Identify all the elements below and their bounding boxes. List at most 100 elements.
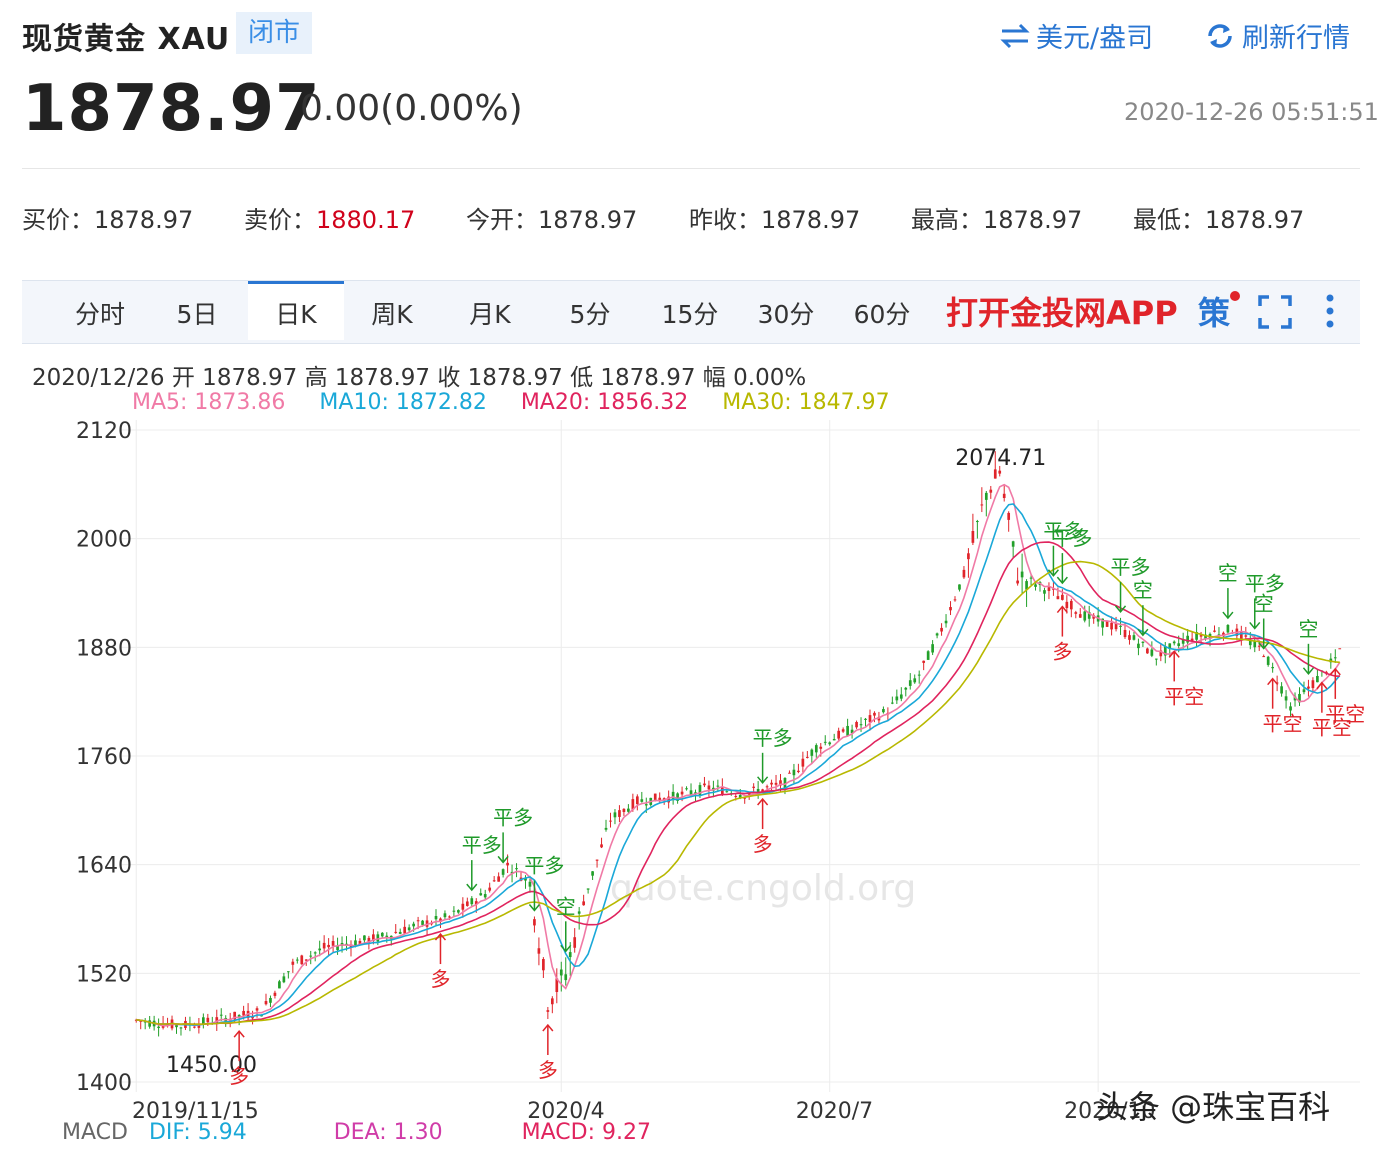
candle-body <box>367 937 371 944</box>
ma-legend-item: MA30: 1847.97 <box>722 390 890 415</box>
candle-body <box>913 678 917 683</box>
candle-body <box>524 877 527 881</box>
candle-body <box>1307 686 1310 689</box>
candle-body <box>157 1026 160 1029</box>
period-tab[interactable]: 日K <box>248 281 344 340</box>
signal-arrowhead <box>1056 576 1068 585</box>
candle-body <box>627 808 630 812</box>
signal-arrowhead <box>1137 628 1149 637</box>
quote-value: 1878.97 <box>1205 206 1305 234</box>
signal-arrowhead <box>1114 605 1127 614</box>
quote-label: 昨收： <box>689 206 761 234</box>
quote-value: 1878.97 <box>94 206 194 234</box>
candle-body <box>980 504 984 506</box>
candle-body <box>850 729 854 734</box>
candle-body <box>349 944 353 948</box>
low-price-label: 1450.00 <box>166 1053 257 1078</box>
candle-body <box>734 796 738 798</box>
candle-body <box>421 920 424 925</box>
candle-body <box>971 531 975 543</box>
candle-body <box>1302 689 1306 693</box>
more-options-icon[interactable] <box>1322 293 1338 329</box>
signal-arrowhead <box>542 1023 554 1032</box>
candle-body <box>1119 625 1122 627</box>
period-tab[interactable]: 周K <box>371 300 413 329</box>
candle-body <box>497 876 500 882</box>
candle-body <box>891 702 894 704</box>
watermark-text: quote.cngold.org <box>610 868 916 909</box>
candle-body <box>1204 634 1207 639</box>
candle-body <box>622 808 626 813</box>
candle-body <box>1056 596 1060 600</box>
period-tab[interactable]: 5分 <box>569 300 611 329</box>
candle-body <box>242 1010 245 1016</box>
open-app-link[interactable]: 打开金投网APP <box>946 294 1178 332</box>
candle-body <box>345 943 348 945</box>
ma-legend-item: MA10: 1872.82 <box>319 390 487 415</box>
period-tab[interactable]: 30分 <box>757 300 815 329</box>
candle-body <box>457 910 460 913</box>
market-status-badge: 闭市 <box>236 12 312 54</box>
candle-body <box>1271 667 1274 669</box>
signal-arrowhead <box>1316 681 1328 690</box>
candle-body <box>1186 635 1189 643</box>
candle-body <box>394 931 398 933</box>
signal-arrowhead <box>1329 667 1341 676</box>
high-price-label: 2074.71 <box>955 446 1046 471</box>
candle-body <box>765 786 769 788</box>
currency-unit-button[interactable]: 美元/盎司 <box>1000 16 1153 55</box>
candle-body <box>698 785 702 796</box>
candle-body <box>273 992 277 996</box>
quote-value: 1878.97 <box>538 206 638 234</box>
candle-body <box>1128 635 1131 640</box>
candle-body <box>949 607 952 611</box>
period-tab[interactable]: 5日 <box>176 300 218 329</box>
candle-body <box>224 1018 228 1024</box>
candle-body <box>931 644 934 653</box>
candle-body <box>716 785 720 787</box>
candle-body <box>479 893 483 896</box>
candle-body <box>828 742 832 745</box>
candle-body <box>591 871 594 876</box>
refresh-quote-button[interactable]: 刷新行情 <box>1204 16 1350 55</box>
currency-unit-label: 美元/盎司 <box>1036 23 1154 54</box>
candle-body <box>989 489 993 493</box>
quote-label: 买价： <box>22 206 94 234</box>
candle-body <box>707 785 711 790</box>
candle-body <box>1284 696 1288 701</box>
notification-dot <box>1230 291 1240 301</box>
period-tab[interactable]: 分时 <box>74 300 125 329</box>
trade-signal-label: 平多 <box>462 833 502 857</box>
candle-body <box>783 777 787 789</box>
period-tab[interactable]: 月K <box>469 300 511 329</box>
fullscreen-icon[interactable] <box>1258 295 1292 329</box>
candle-body <box>1034 584 1037 587</box>
candle-body <box>859 724 863 726</box>
macd-value: MACD: 9.27 <box>521 1120 651 1145</box>
x-tick-label: 2020/10 <box>1064 1099 1155 1124</box>
candle-body <box>488 887 492 891</box>
strategy-button[interactable]: 策 <box>1198 294 1231 332</box>
candle-body <box>358 940 362 945</box>
period-tab[interactable]: 60分 <box>853 300 911 329</box>
quote-label: 最高： <box>911 206 983 234</box>
candle-body <box>1114 623 1118 630</box>
candle-body <box>1029 577 1033 579</box>
candle-body <box>1052 588 1055 590</box>
candle-body <box>814 745 818 753</box>
source-watermark: 头条 @珠宝百科 <box>1096 1088 1331 1126</box>
candle-body <box>908 680 912 686</box>
candle-body <box>300 955 304 965</box>
candle-body <box>1007 512 1011 520</box>
trade-signal-label: 空 <box>1298 617 1318 641</box>
period-tab[interactable]: 15分 <box>661 300 719 329</box>
candle-body <box>291 961 295 965</box>
candle-body <box>255 1008 259 1011</box>
trade-signal-label: 多 <box>753 832 773 856</box>
quote-value: 1880.17 <box>316 206 416 234</box>
candle-body <box>193 1026 196 1028</box>
candle-body <box>806 756 809 758</box>
candle-body <box>962 569 966 578</box>
candle-body <box>434 916 438 920</box>
